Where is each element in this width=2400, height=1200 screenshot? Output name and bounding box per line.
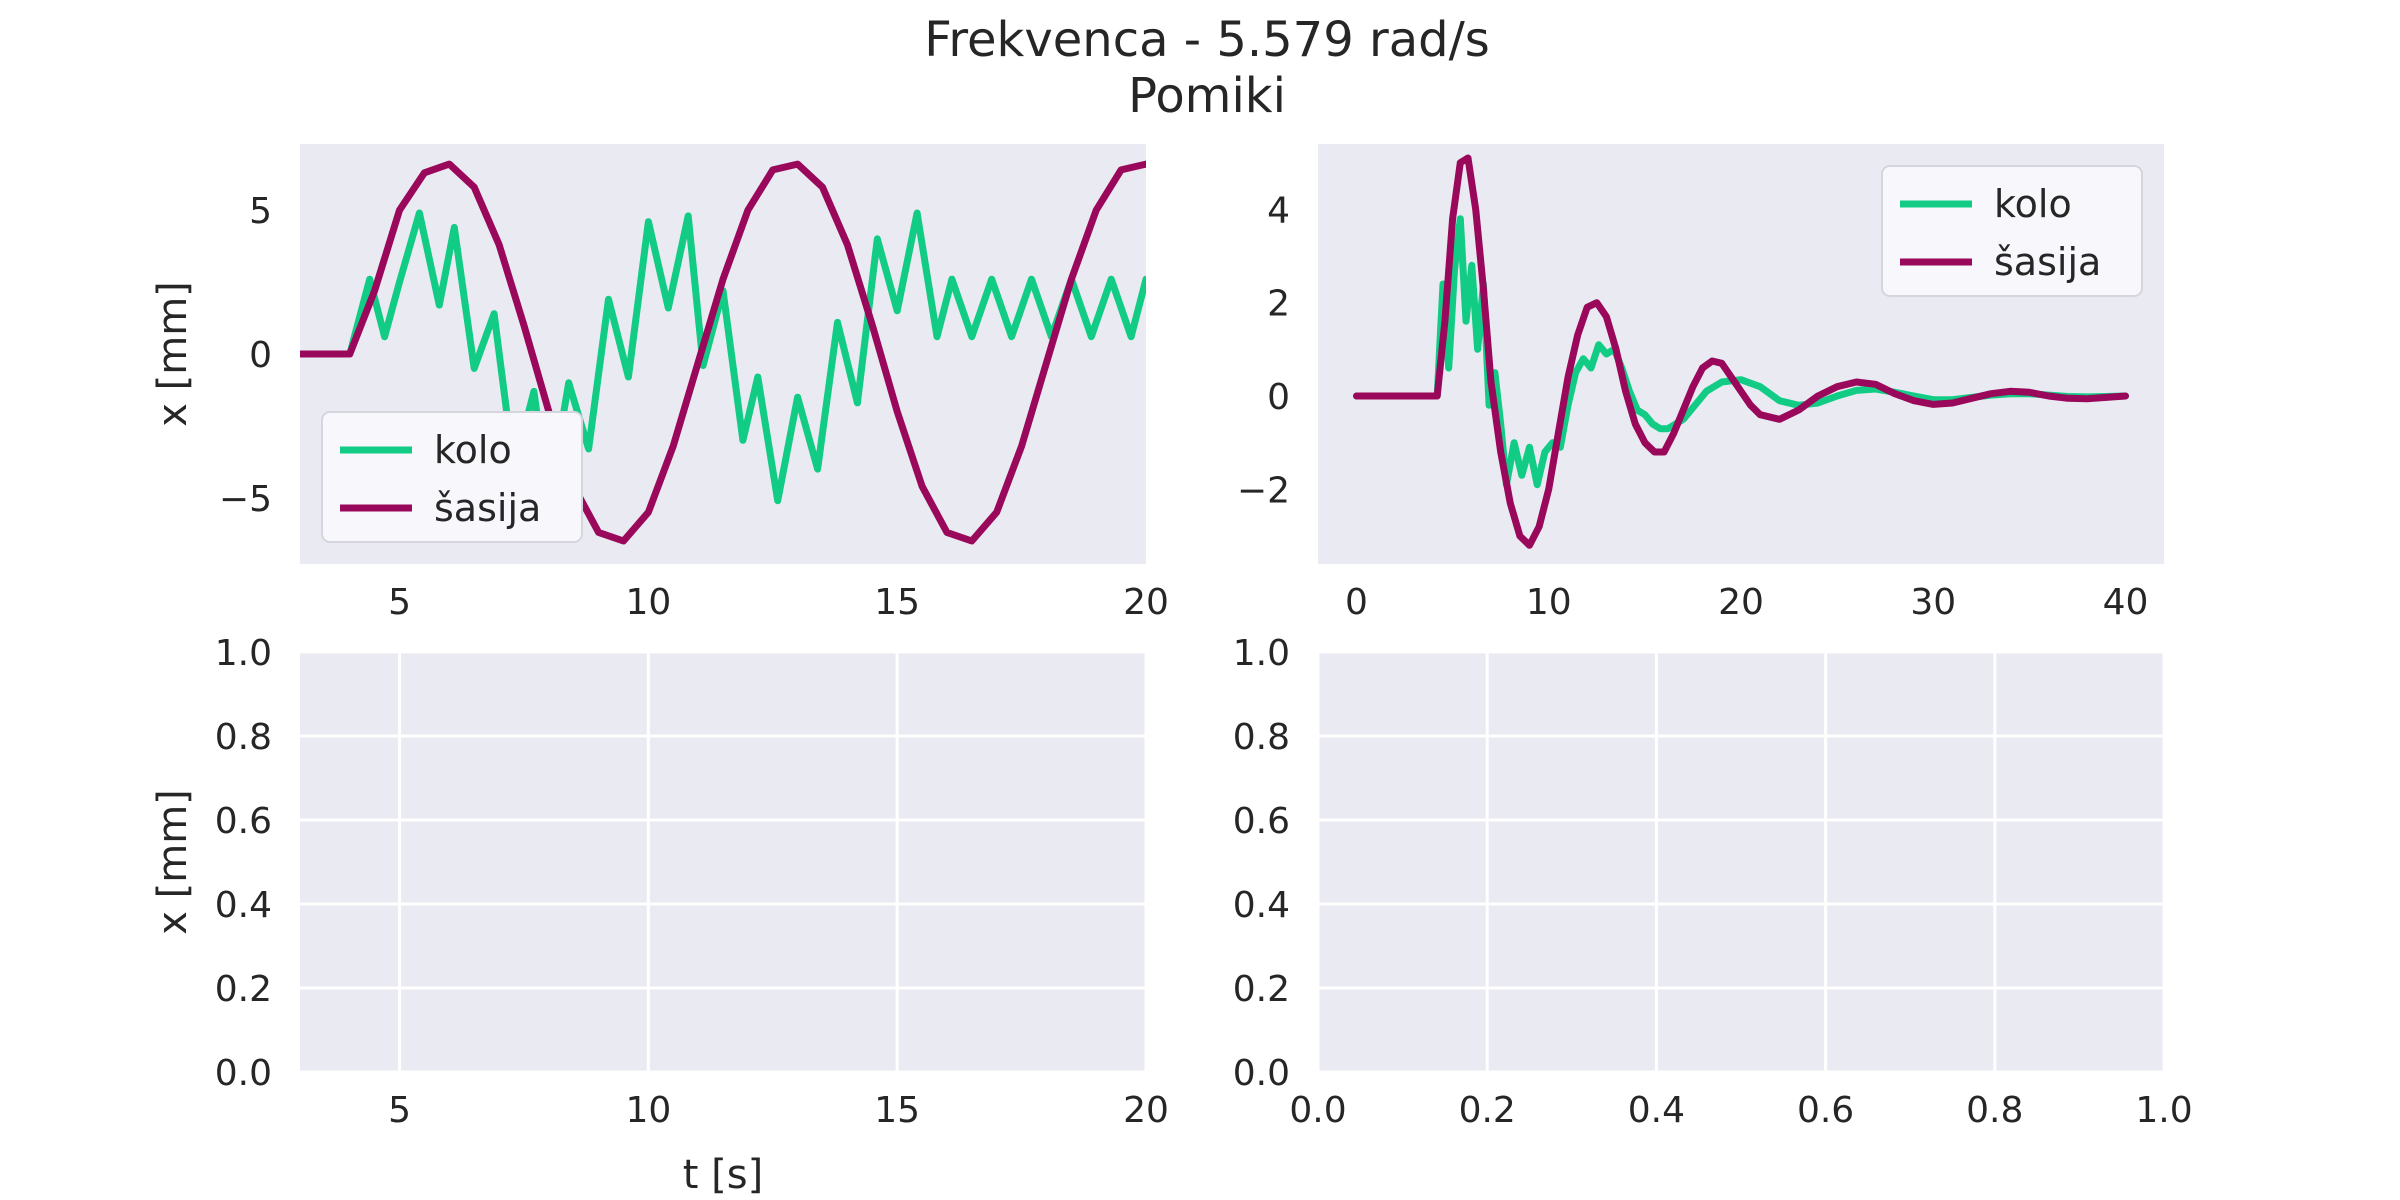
series-line-sasija (300, 160, 1146, 545)
x-tick-label: 0.4 (1628, 1090, 1685, 1131)
x-tick-label: 0.6 (1797, 1090, 1854, 1131)
y-tick-label: 0.4 (215, 885, 272, 926)
y-axis-label: x [mm] (150, 789, 196, 935)
legend-label: šasija (1994, 240, 2101, 284)
x-tick-label: 0.0 (1289, 1090, 1346, 1131)
y-tick-label: 1.0 (1233, 633, 1290, 674)
y-tick-label: 0.4 (1233, 885, 1290, 926)
y-tick-label: 0.2 (215, 969, 272, 1010)
x-tick-label: 0.8 (1966, 1090, 2023, 1131)
series-line-kolo (300, 209, 1146, 505)
y-tick-label: 0.6 (215, 801, 272, 842)
subplot-bottom-left: 5 10 15 20 0.0 0.2 0.4 0.6 0.8 1.0 x [mm] t [s] (150, 633, 1169, 1198)
x-axis-label: t [s] (683, 1152, 763, 1198)
x-tick-label: 5 (388, 1090, 411, 1131)
x-tick-label: 15 (874, 1090, 920, 1131)
y-tick-label: 2 (1267, 284, 1290, 325)
x-tick-label: 0.2 (1459, 1090, 1516, 1131)
y-tick-label: 0.0 (215, 1053, 272, 1094)
x-tick-label: 0 (1345, 582, 1368, 623)
x-tick-label: 10 (625, 1090, 671, 1131)
x-tick-label: 40 (2103, 582, 2149, 623)
y-tick-label: 5 (249, 191, 272, 232)
y-tick-label: 0 (1267, 377, 1290, 418)
subplot-bottom-right: 0.0 0.2 0.4 0.6 0.8 1.0 0.0 0.2 0.4 0.6 0.8 1.0 (1233, 633, 2193, 1131)
legend: kolo šasija (1881, 165, 2143, 297)
y-tick-label: 1.0 (215, 633, 272, 674)
x-tick-label: 10 (625, 582, 671, 623)
y-tick-label: 0.6 (1233, 801, 1290, 842)
y-axis-label: x [mm] (150, 281, 196, 427)
legend-label: šasija (434, 486, 541, 530)
legend-label: kolo (434, 428, 512, 472)
x-tick-label: 20 (1123, 582, 1169, 623)
subplot-top-left: 5 10 15 20 5 0 −5 x [mm] kolo šasija (150, 144, 1169, 623)
x-tick-label: 20 (1718, 582, 1764, 623)
y-tick-label: −5 (219, 479, 272, 520)
x-tick-label: 30 (1910, 582, 1956, 623)
y-tick-label: 0.0 (1233, 1053, 1290, 1094)
x-tick-label: 1.0 (2135, 1090, 2192, 1131)
x-tick-label: 20 (1123, 1090, 1169, 1131)
legend-label: kolo (1994, 182, 2072, 226)
y-tick-label: −2 (1237, 470, 1290, 511)
plot-area (300, 652, 1146, 1072)
y-tick-label: 0.2 (1233, 969, 1290, 1010)
y-tick-label: 0.8 (215, 717, 272, 758)
x-tick-label: 15 (874, 582, 920, 623)
x-tick-label: 5 (388, 582, 411, 623)
series-line-sasija (1353, 154, 2129, 549)
plot-area (1318, 652, 2164, 1072)
x-tick-label: 10 (1526, 582, 1572, 623)
figure-subtitle: Pomiki (1128, 68, 1286, 124)
y-tick-label: 4 (1267, 190, 1290, 231)
figure-title: Frekvenca - 5.579 rad/s (924, 12, 1490, 68)
legend: kolo šasija (321, 411, 583, 543)
y-tick-label: 0 (249, 335, 272, 376)
y-tick-label: 0.8 (1233, 717, 1290, 758)
series-line-kolo (1353, 215, 2129, 489)
